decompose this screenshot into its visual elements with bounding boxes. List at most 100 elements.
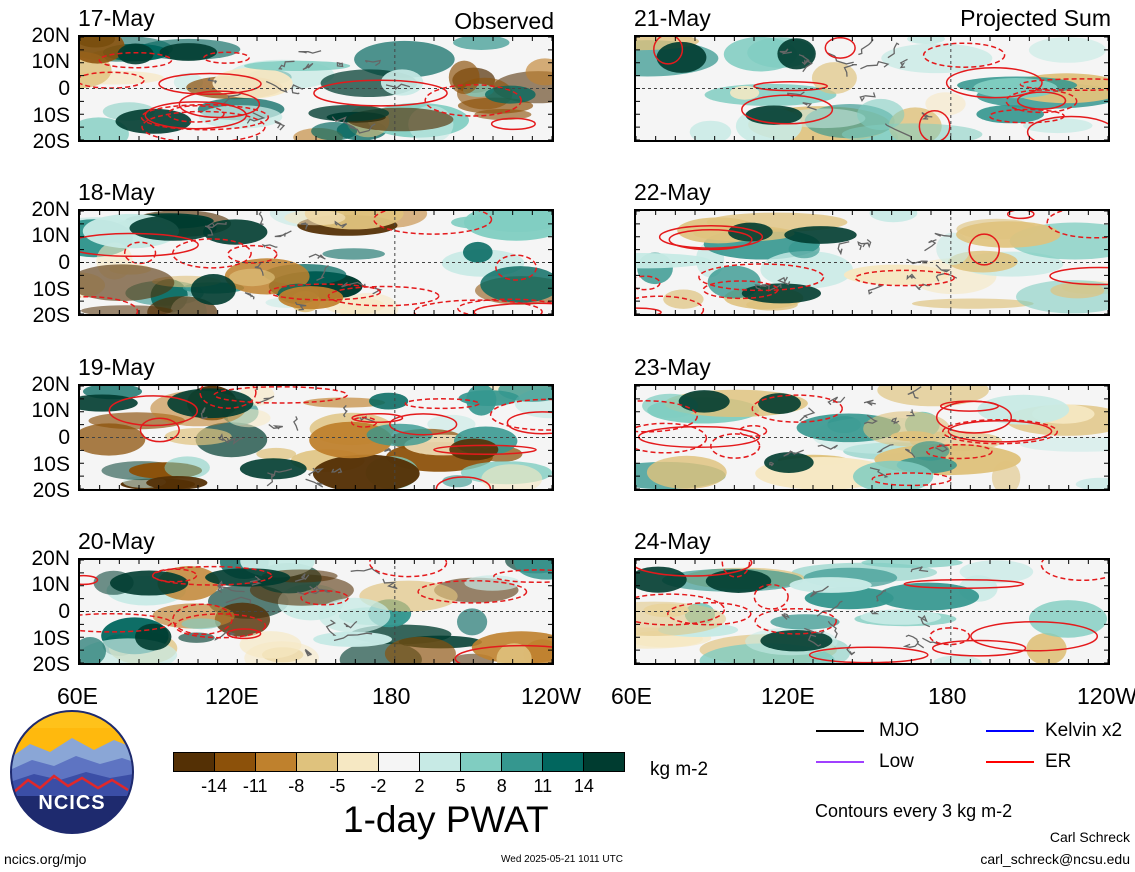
er-contour [226, 628, 262, 640]
anomaly-shade [723, 37, 798, 72]
footer-email[interactable]: carl_schreck@ncsu.edu [980, 851, 1130, 867]
coastline [935, 444, 949, 453]
anomaly-shade [212, 67, 293, 99]
anomaly-shade [244, 60, 351, 71]
map-plot [636, 386, 1108, 489]
coastline [827, 52, 854, 65]
er-contour [942, 418, 1058, 445]
lat-label: 20S [32, 653, 70, 676]
coastline [205, 221, 227, 229]
lat-label: 20N [31, 547, 70, 570]
anomaly-shade [464, 575, 521, 591]
coastline [914, 283, 931, 291]
anomaly-core [135, 623, 172, 651]
anomaly-shade [448, 60, 480, 94]
coastline [386, 83, 411, 91]
anomaly-shade [843, 264, 950, 286]
colorbar-tick-label: 14 [573, 776, 594, 796]
legend-label-low: Low [879, 751, 914, 772]
map-panel-23-may [634, 384, 1110, 491]
er-contour [721, 560, 751, 578]
anomaly-core [129, 215, 217, 241]
coastline [307, 467, 324, 476]
er-contour [1019, 78, 1108, 92]
anomaly-shade [789, 577, 872, 593]
coastline [382, 578, 398, 590]
colorbar-swatch [255, 753, 296, 771]
legend-line-low [816, 761, 864, 763]
anomaly-core [239, 458, 307, 480]
coastline [768, 461, 774, 467]
er-contour [945, 67, 1043, 99]
er-contour [931, 639, 1027, 657]
er-contour [268, 283, 382, 301]
anomaly-shade [453, 37, 510, 50]
er-contour [417, 579, 528, 604]
anomaly-shade [146, 476, 208, 489]
colorbar-tick-label: -11 [242, 776, 268, 796]
coastline [331, 467, 343, 474]
lon-label: 120E [205, 683, 259, 709]
anomaly-shade [976, 105, 1044, 124]
coastline [843, 64, 857, 77]
anomaly-shade [80, 37, 125, 64]
anomaly-core [745, 105, 803, 125]
anomaly-shade [881, 43, 993, 74]
coastline [899, 58, 908, 69]
coastline [863, 414, 878, 425]
coastline [754, 283, 768, 291]
er-contour [824, 37, 856, 59]
coastline [875, 590, 887, 602]
er-contour [140, 103, 270, 131]
coastline [265, 80, 288, 93]
anomaly-shade [164, 428, 232, 446]
panel-date: 17-May [78, 5, 155, 31]
coastline [305, 478, 324, 488]
anomaly-shade [956, 221, 1061, 248]
coastline [777, 276, 791, 286]
anomaly-shade [308, 105, 389, 122]
panel-title-observed: Observed [454, 8, 554, 34]
coastline [254, 262, 264, 276]
lat-label: 10N [31, 224, 70, 247]
coastline [298, 50, 322, 54]
contour-note: Contours every 3 kg m-2 [815, 801, 1013, 821]
coastline [331, 116, 356, 128]
anomaly-shade [869, 211, 918, 223]
colorbar-title: 1-day PWAT [343, 799, 549, 840]
footer-url[interactable]: ncics.org/mjo [4, 851, 87, 867]
anomaly-shade [890, 431, 935, 442]
coastline [359, 415, 375, 423]
er-contour [636, 422, 708, 454]
lon-label: 120E [761, 683, 815, 709]
anomaly-shade [384, 636, 456, 663]
map-panel-18-may [78, 209, 554, 316]
lat-label: 0 [58, 251, 70, 274]
map-plot [636, 560, 1108, 663]
er-contour [667, 601, 752, 626]
er-contour [636, 593, 726, 626]
panel-date: 18-May [78, 179, 155, 205]
er-contour [1005, 89, 1078, 114]
legend-line-kelvin [986, 730, 1034, 732]
map-panel-20-may [78, 558, 554, 665]
er-contour [489, 398, 552, 431]
coastline [274, 119, 286, 131]
coastline [867, 284, 884, 295]
lat-label: 20N [31, 198, 70, 221]
anomaly-shade [861, 560, 963, 568]
anomaly-core [741, 283, 821, 304]
anomaly-core [656, 41, 707, 73]
anomaly-shade [663, 289, 704, 309]
er-contour [903, 579, 1025, 589]
lat-label: 10N [31, 573, 70, 596]
anomaly-shade [911, 298, 1034, 309]
anomaly-shade [933, 655, 982, 663]
er-contour [123, 241, 157, 265]
coastline [887, 42, 900, 59]
anomaly-shade [636, 253, 711, 269]
anomaly-core [764, 452, 814, 473]
coastline [304, 648, 313, 657]
coastline [781, 612, 790, 620]
coastline [827, 396, 846, 406]
